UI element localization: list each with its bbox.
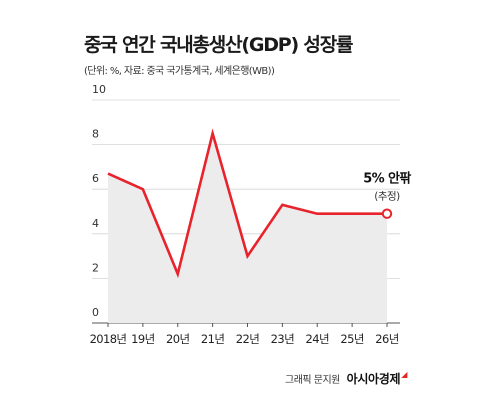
x-tick-label: 24년 — [306, 332, 329, 346]
y-tick-label: 10 — [92, 83, 106, 96]
series-area — [108, 133, 387, 323]
y-tick-label: 8 — [92, 128, 99, 141]
graphic-credit: 그래픽 문지원 아시아경제◢ — [285, 370, 407, 387]
annotation-layer: 5% 안팎 (추정) — [363, 171, 412, 219]
x-tick-label: 23년 — [271, 332, 294, 346]
x-tick-label: 20년 — [166, 332, 189, 346]
area-layer — [108, 133, 387, 323]
y-tick-labels: 0 2 4 6 8 10 — [92, 83, 106, 319]
x-tick-label: 22년 — [236, 332, 259, 346]
annotation-sublabel: (추정) — [374, 191, 400, 203]
estimate-marker — [381, 208, 393, 219]
line-layer — [107, 128, 388, 279]
x-tick-labels: 2018년 19년 20년 21년 22년 23년 24년 25년 26년 — [90, 332, 400, 346]
chart-subtitle: (단위: %, 자료: 중국 국가통계국, 세계은행(WB)) — [84, 66, 275, 77]
x-tick-label: 26년 — [375, 332, 398, 346]
x-tick-label: 19년 — [131, 332, 154, 346]
x-tick-label: 21년 — [201, 332, 224, 346]
y-tick-label: 4 — [92, 217, 99, 230]
y-tick-label: 0 — [92, 306, 99, 319]
credit-text: 그래픽 문지원 — [285, 375, 340, 386]
x-tick-label: 2018년 — [90, 332, 127, 346]
logo-mark-icon: ◢ — [401, 370, 407, 379]
y-tick-label: 6 — [92, 172, 99, 185]
annotation-label: 5% 안팎 — [363, 171, 411, 187]
x-tick-label: 25년 — [340, 332, 363, 346]
y-tick-label: 2 — [92, 261, 99, 274]
publisher-logo: 아시아경제 — [346, 372, 401, 386]
chart-title: 중국 연간 국내총생산(GDP) 성장률 — [84, 34, 353, 56]
